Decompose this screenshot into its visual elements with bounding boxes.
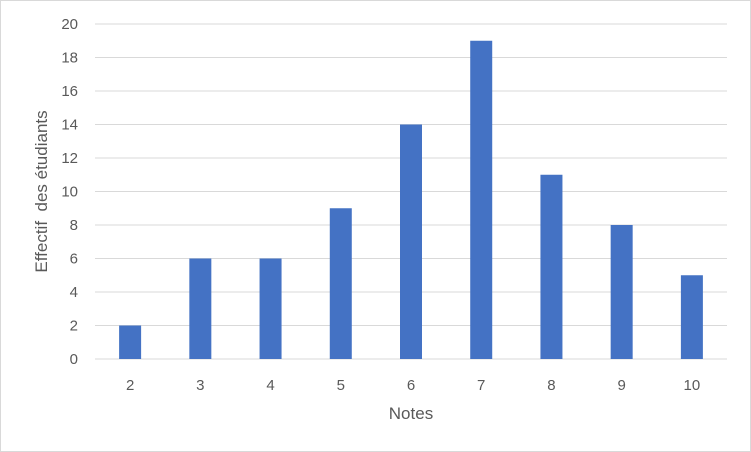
y-tick-label: 8 bbox=[70, 217, 78, 234]
bar-7 bbox=[470, 40, 493, 359]
bar-5 bbox=[329, 208, 352, 359]
x-tick-label: 7 bbox=[477, 377, 485, 394]
y-tick-label: 2 bbox=[70, 318, 78, 335]
bar-9 bbox=[610, 225, 633, 359]
y-tick-label: 16 bbox=[61, 83, 78, 100]
y-tick-label: 12 bbox=[61, 150, 78, 167]
y-axis-title: Effectif des étudiants bbox=[32, 110, 51, 272]
x-tick-label: 6 bbox=[407, 377, 415, 394]
x-axis-ticks: 2 3 4 5 6 7 8 9 10 bbox=[126, 377, 700, 394]
y-tick-label: 6 bbox=[70, 251, 78, 268]
y-axis-ticks: 0 2 4 6 8 10 12 14 16 18 20 bbox=[61, 16, 78, 368]
bar-8 bbox=[540, 174, 563, 359]
bar-4 bbox=[259, 258, 282, 359]
y-tick-label: 10 bbox=[61, 184, 78, 201]
x-tick-label: 9 bbox=[617, 377, 625, 394]
y-tick-label: 20 bbox=[61, 16, 78, 33]
x-tick-label: 5 bbox=[337, 377, 345, 394]
y-tick-label: 0 bbox=[70, 351, 78, 368]
x-tick-label: 4 bbox=[266, 377, 274, 394]
x-tick-label: 3 bbox=[196, 377, 204, 394]
x-tick-label: 10 bbox=[684, 377, 701, 394]
y-tick-label: 4 bbox=[70, 284, 78, 301]
bars bbox=[119, 40, 703, 359]
x-tick-label: 8 bbox=[547, 377, 555, 394]
x-axis-title: Notes bbox=[389, 404, 433, 423]
y-tick-label: 14 bbox=[61, 117, 78, 134]
bar-6 bbox=[400, 124, 422, 359]
y-tick-label: 18 bbox=[61, 50, 78, 67]
x-tick-label: 2 bbox=[126, 377, 134, 394]
bar-3 bbox=[189, 258, 212, 359]
bar-10 bbox=[680, 275, 703, 359]
bar-2 bbox=[119, 325, 142, 359]
